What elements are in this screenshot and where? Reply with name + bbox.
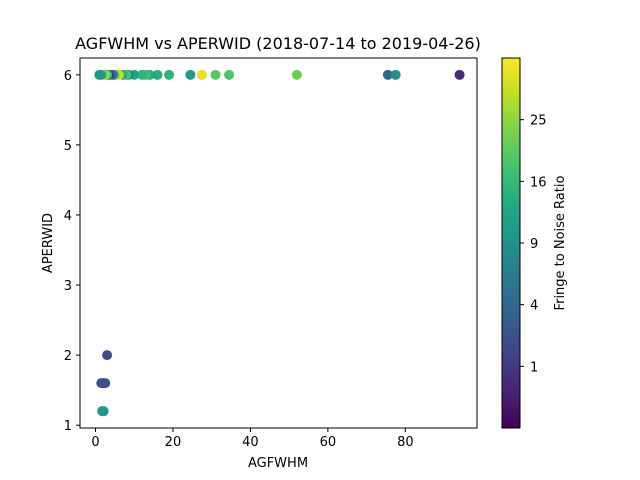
y-tick-label: 2	[64, 349, 72, 364]
plot-area: 0 20 40 60 80 1 2 3 4 5 6	[64, 57, 478, 450]
data-point	[390, 69, 401, 80]
x-tick-label: 40	[242, 435, 259, 450]
data-point	[94, 69, 105, 80]
colorbar-tick-label: 1	[530, 360, 538, 375]
data-point	[185, 69, 196, 80]
colorbar-tick-label: 9	[530, 237, 538, 252]
x-axis-ticks: 0 20 40 60 80	[91, 428, 414, 450]
data-point	[197, 69, 208, 80]
x-tick-label: 80	[397, 435, 414, 450]
y-tick-label: 4	[64, 209, 72, 224]
y-tick-label: 6	[64, 69, 72, 84]
colorbar-tick-label: 16	[530, 175, 547, 190]
colorbar-tick-label: 4	[530, 299, 538, 314]
x-tick-label: 20	[165, 435, 182, 450]
y-axis-ticks: 1 2 3 4 5 6	[64, 69, 80, 434]
chart-title: AGFWHM vs APERWID (2018-07-14 to 2019-04…	[75, 34, 481, 53]
points-layer	[94, 69, 465, 417]
data-point	[100, 378, 111, 389]
data-point	[164, 69, 175, 80]
data-point	[136, 69, 147, 80]
data-point	[291, 69, 302, 80]
data-point	[454, 69, 465, 80]
x-tick-label: 60	[320, 435, 337, 450]
data-point	[98, 406, 109, 417]
data-point	[152, 69, 163, 80]
colorbar: 1 4 9 16 25 Fringe to Noise Ratio	[501, 57, 568, 429]
colorbar-tick-label: 25	[530, 114, 547, 129]
x-tick-label: 0	[91, 435, 99, 450]
y-tick-label: 3	[64, 279, 72, 294]
data-point	[382, 69, 393, 80]
colorbar-ticks: 1 4 9 16 25	[520, 114, 547, 375]
plot-frame	[79, 57, 478, 429]
x-axis-label: AGFWHM	[248, 456, 308, 471]
colorbar-gradient	[501, 57, 521, 429]
data-point	[210, 69, 221, 80]
colorbar-label: Fringe to Noise Ratio	[553, 176, 568, 311]
y-tick-label: 5	[64, 139, 72, 154]
y-axis-label: APERWID	[41, 213, 56, 273]
data-point	[224, 69, 235, 80]
y-tick-label: 1	[64, 419, 72, 434]
data-point	[102, 350, 113, 361]
